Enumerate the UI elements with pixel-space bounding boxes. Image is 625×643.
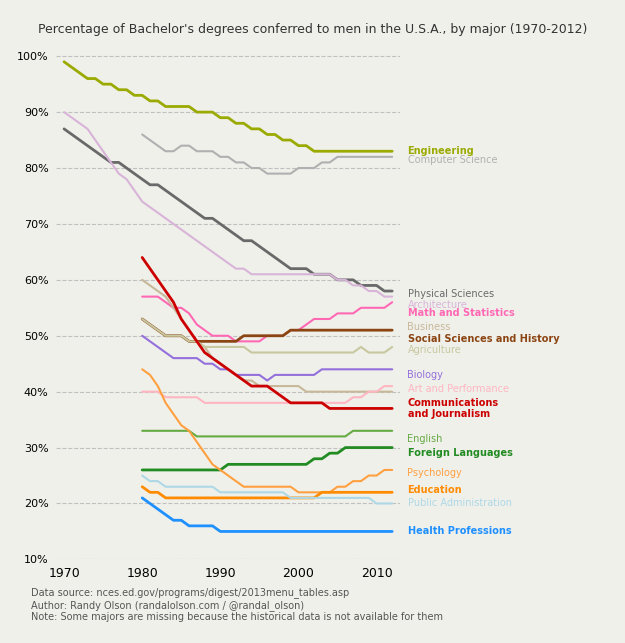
Text: Public Administration: Public Administration bbox=[408, 498, 511, 509]
Text: Data source: nces.ed.gov/programs/digest/2013menu_tables.asp: Data source: nces.ed.gov/programs/digest… bbox=[31, 587, 349, 598]
Text: Psychology: Psychology bbox=[408, 467, 462, 478]
Text: Education: Education bbox=[408, 485, 462, 494]
Text: Percentage of Bachelor's degrees conferred to men in the U.S.A., by major (1970-: Percentage of Bachelor's degrees conferr… bbox=[38, 23, 588, 35]
Text: Computer Science: Computer Science bbox=[408, 154, 497, 165]
Text: Engineering: Engineering bbox=[408, 146, 474, 156]
Text: Math and Statistics: Math and Statistics bbox=[408, 309, 514, 318]
Text: Foreign Languages: Foreign Languages bbox=[408, 448, 512, 458]
Text: Biology: Biology bbox=[408, 370, 443, 380]
Text: Health Professions: Health Professions bbox=[408, 527, 511, 536]
Text: Architecture: Architecture bbox=[408, 300, 468, 310]
Text: English: English bbox=[408, 434, 443, 444]
Text: Business: Business bbox=[408, 322, 451, 332]
Text: Physical Sciences: Physical Sciences bbox=[408, 289, 494, 299]
Text: Agriculture: Agriculture bbox=[408, 345, 461, 355]
Text: Communications
and Journalism: Communications and Journalism bbox=[408, 397, 499, 419]
Text: Note: Some majors are missing because the historical data is not available for t: Note: Some majors are missing because th… bbox=[31, 613, 443, 622]
Text: Social Sciences and History: Social Sciences and History bbox=[408, 334, 559, 343]
Text: Art and Performance: Art and Performance bbox=[408, 384, 509, 394]
Text: Author: Randy Olson (randalolson.com / @randal_olson): Author: Randy Olson (randalolson.com / @… bbox=[31, 600, 304, 611]
